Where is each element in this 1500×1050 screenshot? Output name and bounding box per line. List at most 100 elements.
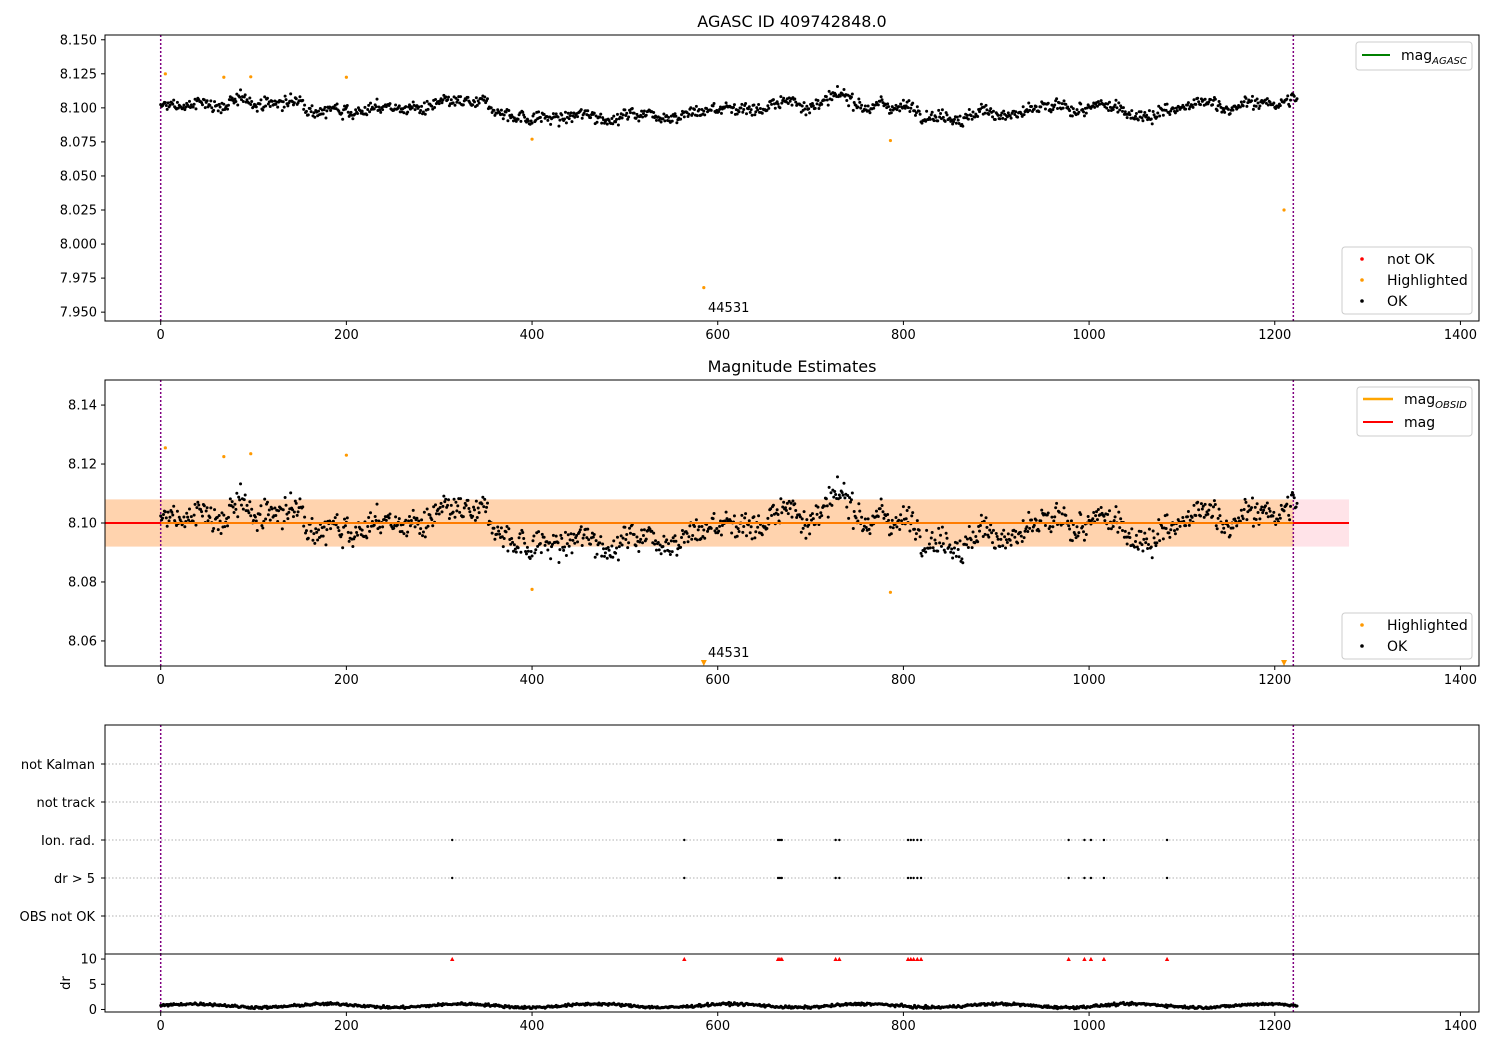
magnitude-ok-point (1291, 493, 1295, 497)
agasc-ok-point (475, 103, 479, 107)
agasc-ok-point (752, 103, 756, 107)
agasc-ok-point (741, 110, 745, 114)
agasc-ok-point (372, 107, 376, 111)
agasc-ok-point (1196, 96, 1200, 100)
magnitude-ok-point (304, 529, 308, 533)
magnitude-ok-point (1263, 504, 1267, 508)
magnitude-ok-point (770, 514, 774, 518)
agasc-ok-point (191, 105, 195, 109)
magnitude-legend-highlighted: Highlighted (1387, 618, 1468, 634)
magnitude-ok-point (311, 538, 315, 542)
agasc-ok-point (1128, 113, 1132, 117)
magnitude-ok-point (1096, 508, 1100, 512)
flag-point (1102, 838, 1106, 842)
magnitude-ok-point (803, 523, 807, 527)
magnitude-ok-point (452, 497, 456, 501)
agasc-ok-point (950, 118, 954, 122)
flag-point (1067, 838, 1070, 842)
magnitude-ok-point (766, 516, 770, 520)
agasc-ok-point (1175, 109, 1179, 113)
magnitude-ok-point (475, 515, 479, 519)
agasc-ok-point (805, 104, 809, 108)
agasc-ok-point (388, 102, 392, 106)
magnitude-ok-point (753, 536, 757, 540)
agasc-ok-point (1143, 111, 1147, 115)
magnitude-ok-point (1259, 508, 1263, 512)
magnitude-ok-point (309, 529, 313, 533)
agasc-ytick-label: 8.050 (60, 169, 97, 184)
agasc-ok-point (991, 109, 995, 113)
agasc-ok-point (940, 108, 944, 112)
agasc-ok-point (857, 97, 861, 101)
agasc-ok-point (576, 115, 580, 119)
magnitude-ok-point (462, 506, 466, 510)
magnitude-ok-point (551, 533, 555, 537)
agasc-ok-point (773, 106, 777, 110)
agasc-ok-point (1165, 102, 1169, 106)
agasc-ok-point (1164, 108, 1168, 112)
magnitude-ok-point (848, 500, 852, 504)
magnitude-ok-point (910, 514, 914, 518)
magnitude-ok-point (848, 496, 852, 500)
magnitude-ok-point (575, 533, 579, 537)
magnitude-ok-point (381, 525, 385, 529)
flag-point (1067, 876, 1070, 880)
magnitude-ok-point (226, 515, 230, 519)
magnitude-ok-point (780, 511, 784, 515)
magnitude-ok-point (913, 527, 917, 531)
magnitude-ok-point (944, 531, 948, 535)
magnitude-ok-point (712, 512, 716, 516)
magnitude-ok-point (674, 539, 678, 543)
magnitude-ok-point (1082, 530, 1086, 534)
magnitude-ok-point (791, 499, 795, 503)
magnitude-ok-point (233, 502, 237, 506)
magnitude-ok-point (1235, 524, 1239, 528)
magnitude-ok-point (367, 515, 371, 519)
magnitude-ok-point (1128, 536, 1132, 540)
magnitude-ok-point (671, 536, 675, 540)
agasc-ok-point (437, 102, 441, 106)
agasc-ok-point (944, 111, 948, 115)
magnitude-ok-point (267, 508, 271, 512)
magnitude-ok-point (505, 525, 509, 529)
agasc-ok-point (913, 109, 917, 113)
agasc-ok-point (1274, 107, 1278, 111)
magnitude-ok-point (1185, 515, 1189, 519)
agasc-ok-point (549, 122, 553, 126)
magnitude-ok-point (295, 513, 299, 517)
magnitude-ok-point (592, 532, 596, 536)
magnitude-ok-point (1184, 524, 1188, 528)
magnitude-ok-point (754, 530, 758, 534)
magnitude-ok-point (208, 516, 212, 520)
agasc-ok-point (406, 110, 410, 114)
magnitude-ok-point (969, 538, 973, 542)
agasc-ok-point (1002, 109, 1006, 113)
magnitude-ok-point (1254, 518, 1258, 522)
magnitude-ok-point (215, 515, 219, 519)
agasc-ok-point (1268, 100, 1272, 104)
magnitude-ok-point (680, 536, 684, 540)
magnitude-ok-point (472, 505, 476, 509)
agasc-ok-point (985, 108, 989, 112)
agasc-ok-point (641, 112, 645, 116)
magnitude-ok-point (965, 537, 969, 541)
magnitude-ok-point (786, 512, 790, 516)
magnitude-ok-point (1136, 547, 1140, 551)
agasc-panel-frame (104, 34, 1480, 322)
magnitude-ok-point (284, 503, 288, 507)
magnitude-ok-point (601, 542, 605, 546)
agasc-ok-point (1161, 113, 1165, 117)
magnitude-ok-point (407, 519, 411, 523)
magnitude-ok-point (1231, 526, 1235, 530)
agasc-ok-point (1079, 102, 1083, 106)
magnitude-xtick-label: 1000 (1073, 673, 1106, 688)
agasc-ok-point (433, 106, 437, 110)
agasc-ok-point (816, 99, 820, 103)
agasc-ok-point (1265, 97, 1269, 101)
magnitude-ok-point (1121, 528, 1125, 532)
magnitude-ok-point (637, 550, 641, 554)
magnitude-ok-point (563, 530, 567, 534)
magnitude-ok-point (446, 503, 450, 507)
magnitude-ok-point (706, 529, 710, 533)
magnitude-ok-point (1046, 511, 1050, 515)
